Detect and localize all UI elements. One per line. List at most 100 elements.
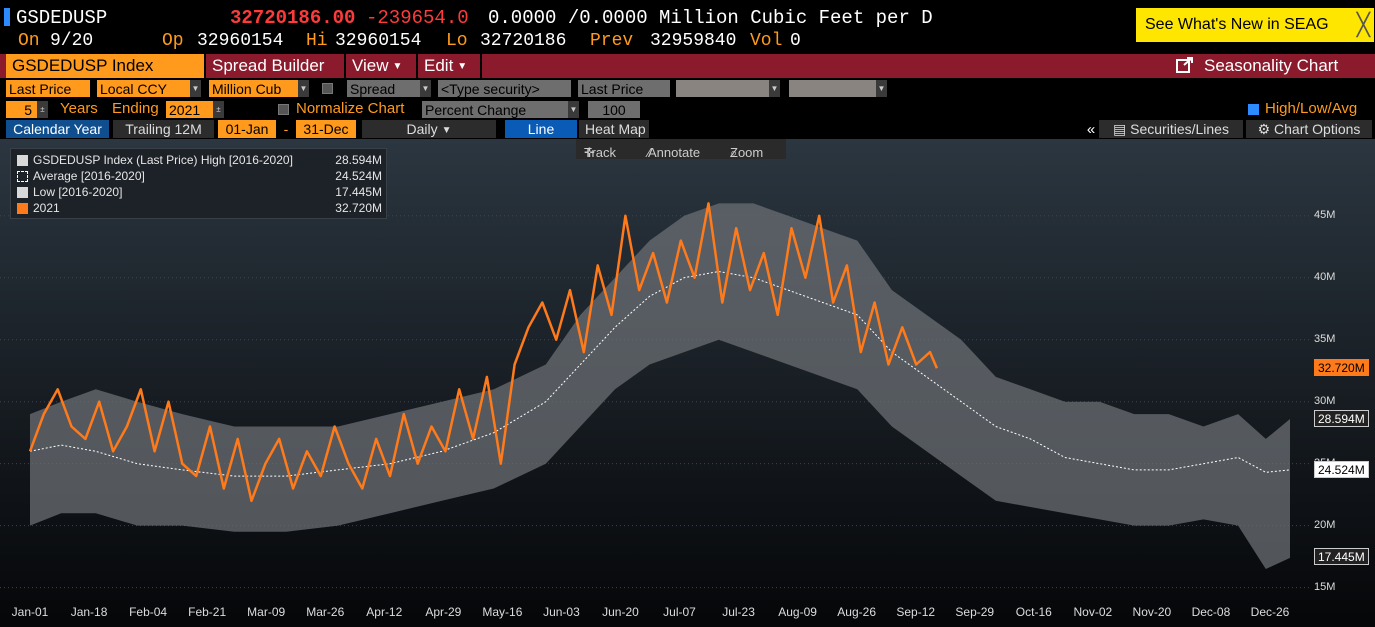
- quote-stats: On 9/20 Op 32960154 Hi 32960154 Lo 32720…: [0, 30, 1130, 52]
- unit-value: Million Cub: [212, 81, 282, 97]
- field-select[interactable]: Last Price: [6, 80, 90, 97]
- x-tick-label: Jul-23: [722, 605, 755, 619]
- legend-item-2021: 2021 32.720M: [17, 200, 382, 216]
- legend-swatch: [17, 187, 28, 198]
- tab-calendar-year[interactable]: Calendar Year: [6, 120, 109, 138]
- hla-label: High/Low/Avg: [1265, 100, 1358, 117]
- menu-bar: GSDEDUSP Index Spread Builder View ▼ Edit…: [0, 54, 1375, 78]
- field2-select[interactable]: Last Price: [578, 80, 670, 97]
- chart-options-button[interactable]: ⚙ Chart Options: [1246, 120, 1372, 138]
- x-tick-label: Nov-20: [1132, 605, 1172, 619]
- gear-icon: ⚙: [1257, 121, 1275, 137]
- ending-year-stepper[interactable]: 2021 ±: [166, 101, 224, 118]
- hla-checkbox[interactable]: [1248, 104, 1259, 115]
- normalize-base-input[interactable]: 100: [588, 101, 640, 118]
- field-value: Last Price: [9, 81, 72, 97]
- start-date-value: 01-Jan: [225, 121, 269, 137]
- legend-label: Low [2016-2020]: [33, 185, 123, 199]
- dropdown-arrow-icon: ▼: [420, 80, 431, 97]
- x-tick-label: Dec-26: [1250, 605, 1290, 619]
- ticker-marker: [4, 8, 10, 26]
- close-icon[interactable]: ╳: [1356, 12, 1370, 37]
- unit-select[interactable]: Million Cub ▼: [209, 80, 309, 97]
- caret-down-icon: ▼: [392, 61, 403, 73]
- spread-builder-label: Spread Builder: [212, 56, 325, 75]
- frequency-select[interactable]: Daily ▼: [362, 120, 496, 138]
- normalize-label: Normalize Chart: [296, 100, 405, 117]
- open-value: 32960154: [197, 31, 284, 51]
- years-value: 5: [24, 102, 32, 118]
- edit-label: Edit: [424, 56, 454, 75]
- x-tick-label: Apr-29: [425, 605, 462, 619]
- tab-heat-map[interactable]: Heat Map: [579, 120, 649, 138]
- high-low-band: [30, 203, 1290, 569]
- legend-value: 17.445M: [335, 185, 382, 199]
- seasonality-label: Seasonality Chart: [1204, 56, 1339, 75]
- crosshair-icon: ✛: [584, 145, 595, 160]
- zoom-label: Zoom: [730, 145, 764, 160]
- x-tick-label: Dec-08: [1191, 605, 1231, 619]
- empty-select-2[interactable]: ▼: [789, 80, 887, 97]
- dropdown-arrow-icon: ▼: [769, 80, 780, 97]
- ending-label: Ending: [112, 100, 159, 117]
- prev-value: 32959840: [650, 31, 737, 51]
- units: Million Cubic Feet per D: [659, 7, 933, 29]
- ending-year-value: 2021: [169, 102, 201, 118]
- y-tick-label: 30M: [1314, 394, 1336, 407]
- tab-heat-map-label: Heat Map: [585, 121, 646, 137]
- x-tick-label: Jun-03: [543, 605, 580, 619]
- edit-menu[interactable]: Edit ▼: [418, 54, 480, 78]
- legend-label: 2021: [33, 201, 60, 215]
- tab-trailing-12m[interactable]: Trailing 12M: [113, 120, 214, 138]
- tab-calendar-year-label: Calendar Year: [13, 121, 102, 137]
- legend-label: Average [2016-2020]: [33, 169, 145, 183]
- whats-new-text[interactable]: See What's New in SEAG: [1145, 16, 1329, 33]
- securities-lines-button[interactable]: ▤ Securities/Lines: [1099, 120, 1243, 138]
- type-security-input[interactable]: <Type security>: [438, 80, 571, 97]
- on-date: 9/20: [50, 31, 94, 51]
- end-date-input[interactable]: 31-Dec: [296, 120, 356, 138]
- start-date-input[interactable]: 01-Jan: [218, 120, 276, 138]
- dropdown-arrow-icon: ▼: [876, 80, 887, 97]
- ticker[interactable]: GSDEDUSP: [16, 7, 108, 29]
- magnifier-icon: ⌕: [730, 145, 738, 160]
- normalize-checkbox[interactable]: [278, 104, 289, 115]
- x-tick-label: May-16: [482, 605, 523, 619]
- legend-item-average: Average [2016-2020] 24.524M: [17, 168, 382, 184]
- empty-select-1[interactable]: ▼: [676, 80, 780, 97]
- spread-select[interactable]: Spread ▼: [347, 80, 431, 97]
- x-tick-label: Jan-18: [70, 605, 108, 619]
- legend-value: 24.524M: [335, 169, 382, 183]
- currency-select[interactable]: Local CCY ▼: [97, 80, 201, 97]
- last-price: 32720186.00: [230, 7, 356, 29]
- y-tick-label: 20M: [1314, 518, 1336, 531]
- spread-builder-menu[interactable]: Spread Builder: [206, 54, 344, 78]
- security-field[interactable]: GSDEDUSP Index: [6, 54, 204, 78]
- view-menu[interactable]: View ▼: [346, 54, 416, 78]
- field2-value: Last Price: [581, 81, 644, 97]
- whats-new-banner[interactable]: See What's New in SEAG ╳: [1136, 8, 1374, 42]
- legend-swatch: [17, 155, 28, 166]
- x-tick-label: Feb-21: [188, 605, 227, 619]
- legend-value: 32.720M: [335, 201, 382, 215]
- caret-down-icon: ▼: [457, 61, 468, 73]
- legend-label: GSDEDUSP Index (Last Price) High [2016-2…: [33, 153, 293, 167]
- low-value: 32720186: [480, 31, 567, 51]
- normalize-mode-select[interactable]: Percent Change ▼: [422, 101, 579, 118]
- years-stepper[interactable]: 5 ±: [6, 101, 48, 118]
- dropdown-arrow-icon: ▼: [298, 80, 309, 97]
- high-label: Hi: [306, 31, 328, 51]
- seasonality-chart-link[interactable]: Seasonality Chart: [1170, 54, 1370, 78]
- tab-line[interactable]: Line: [505, 120, 577, 138]
- seasonality-chart[interactable]: [0, 139, 1375, 627]
- end-date-value: 31-Dec: [303, 121, 349, 137]
- legend: GSDEDUSP Index (Last Price) High [2016-2…: [10, 148, 387, 219]
- track-label: Track: [584, 145, 617, 160]
- prev-label: Prev: [590, 31, 634, 51]
- collapse-icon[interactable]: «: [1086, 121, 1096, 138]
- tab-line-label: Line: [527, 121, 555, 137]
- spread-checkbox[interactable]: [322, 83, 333, 94]
- series-line-2021: [28, 202, 939, 503]
- y-badge: 32.720M: [1314, 358, 1369, 376]
- legend-swatch: [17, 203, 28, 214]
